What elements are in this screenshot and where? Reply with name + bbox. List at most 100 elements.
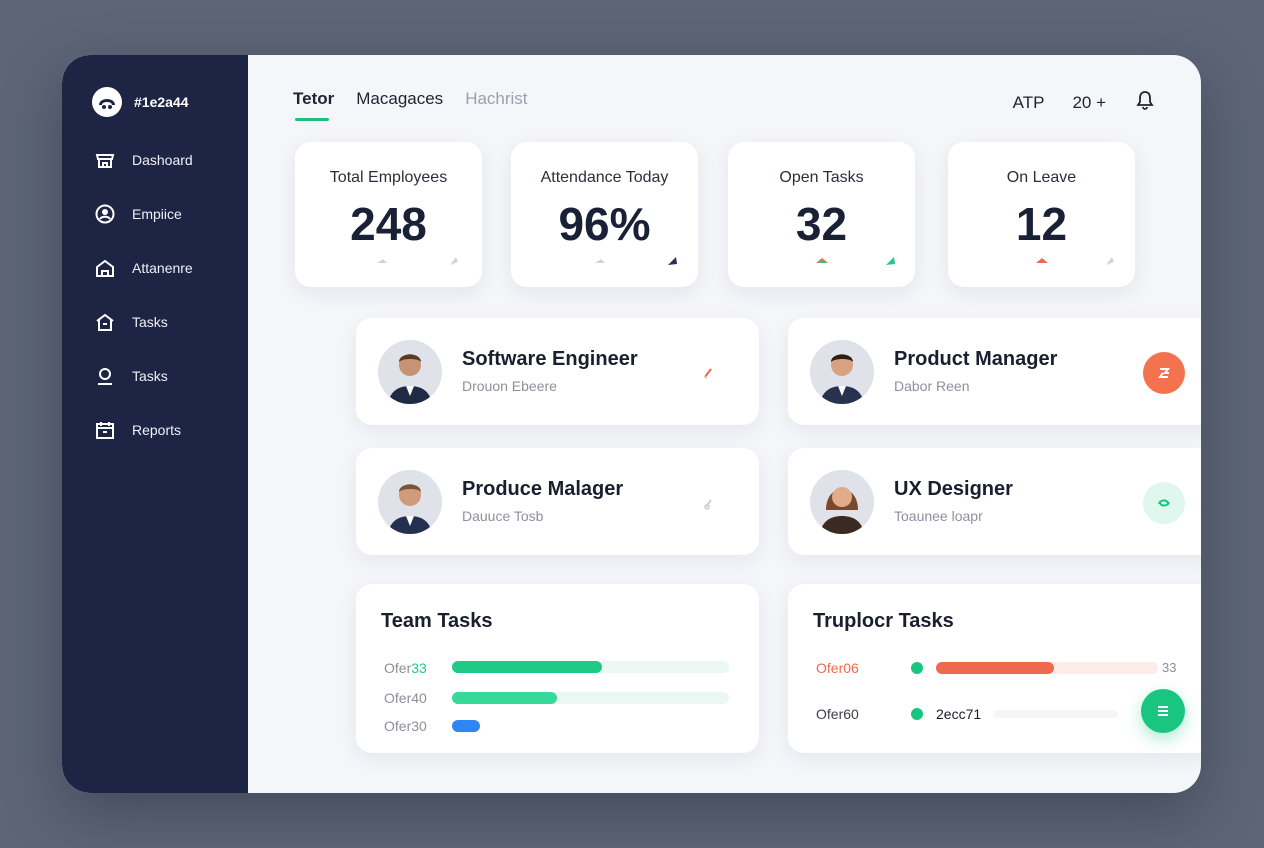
task-row: Ofer30 [384,718,427,734]
brand-name: #1e2a44 [134,94,189,110]
header-tabs: Tetor Macagaces Hachrist [293,89,528,121]
tab-macagaces[interactable]: Macagaces [356,89,444,108]
pin-icon [98,368,112,385]
progress-fill [452,661,602,673]
progress-fill [452,720,480,732]
task-row: Ofer06 [816,660,859,676]
brand-logo-icon [92,87,122,117]
role-title: Produce Malager [462,478,624,500]
sidebar-item-label: Tasks [132,314,168,330]
sidebar-item-label: Reports [132,422,182,438]
stat-card-attendance: Attendance Today 96% [511,142,698,287]
role-card-software-engineer[interactable]: Software Engineer Drouon Ebeere [356,318,759,425]
task-label: Ofer30 [384,718,427,734]
task-row: Ofer33 [384,660,427,676]
sidebar: #1e2a44 Dashoard Empiice Attanenre Tasks… [62,55,248,793]
sidebar-item-tasks[interactable]: Tasks [62,295,248,349]
role-subtitle: Toaunee loapr [894,508,983,524]
sidebar-item-employees[interactable]: Empiice [62,187,248,241]
stat-value: 12 [1015,198,1068,250]
progress-fill [936,662,1054,674]
role-subtitle: Dabor Reen [894,378,970,394]
calendar-icon [96,422,114,439]
stat-label: Attendance Today [540,169,669,186]
role-card-ux-designer[interactable]: UX Designer Toaunee loapr [788,448,1201,555]
sidebar-item-reports[interactable]: Reports [62,403,248,457]
sidebar-item-label: Empiice [132,206,182,222]
role-title: Software Engineer [462,348,638,370]
sidebar-item-attendance[interactable]: Attanenre [62,241,248,295]
sidebar-item-label: Tasks [132,368,168,384]
role-title: Product Manager [894,348,1058,370]
progress-fill [452,692,558,704]
trend-marks-icon [816,257,895,265]
edit-icon[interactable] [699,363,719,383]
status-dot [911,662,923,674]
brand[interactable]: #1e2a44 [92,87,189,117]
progress-track [452,720,729,732]
trend-marks-icon [377,257,458,265]
tab-tetor[interactable]: Tetor [293,89,334,121]
sidebar-item-label: Attanenre [132,260,193,276]
action-button[interactable] [1143,352,1185,394]
house-icon [96,259,114,277]
role-title: UX Designer [894,478,1013,500]
menu-icon [1158,706,1168,716]
task-value: 33 [411,660,427,676]
store-icon [95,154,115,168]
progress-track [993,710,1118,718]
progress-track [452,661,729,673]
sidebar-nav: Dashoard Empiice Attanenre Tasks Tasks R… [62,133,248,457]
action-button[interactable] [1143,482,1185,524]
stat-value: 248 [350,198,427,250]
tab-hachrist[interactable]: Hachrist [465,89,528,108]
tasks-title: Truplocr Tasks [813,610,954,632]
avatar [378,470,442,534]
avatar [378,340,442,404]
team-tasks-card: Team Tasks Ofer33 Ofer40 Ofer30 [356,584,759,753]
header-actions: ATP 20 + [1013,89,1156,116]
trend-marks-icon [595,257,677,265]
edit-icon[interactable] [699,493,719,513]
progress-track [452,692,729,704]
task-row: Ofer40 [384,690,427,706]
sidebar-item-dashboard[interactable]: Dashoard [62,133,248,187]
stat-value: 32 [795,198,848,250]
home-icon [96,313,114,331]
role-subtitle: Drouon Ebeere [462,378,557,394]
avatar [810,340,874,404]
role-subtitle: Dauuce Tosb [462,508,544,524]
stat-label: Open Tasks [779,169,864,186]
app-window: #1e2a44 Dashoard Empiice Attanenre Tasks… [62,55,1201,793]
task-row: Ofer60 [816,706,859,722]
main-content: Tetor Macagaces Hachrist ATP 20 + Total … [248,55,1201,793]
task-label: Ofer06 [816,660,859,676]
task-label: Ofer40 [384,690,427,706]
stat-card-total-employees: Total Employees 248 [295,142,482,287]
header-label-atp[interactable]: ATP [1012,92,1045,112]
status-dot [911,708,923,720]
menu-fab-button[interactable] [1141,689,1185,733]
sidebar-item-tasks-2[interactable]: Tasks [62,349,248,403]
trend-marks-icon [1036,257,1114,265]
task-value: 33 [1162,660,1177,675]
task-label: Ofer60 [816,706,859,722]
header-counter[interactable]: 20 + [1072,92,1106,112]
stat-value: 96% [558,198,651,250]
swap-icon [1158,368,1170,378]
bell-icon[interactable] [1134,89,1156,116]
stat-card-on-leave: On Leave 12 [948,142,1135,287]
avatar [810,470,874,534]
refresh-icon [1158,499,1170,507]
tasks-title: Team Tasks [381,610,493,632]
task-value: 2ecc71 [936,706,982,722]
stat-label: Total Employees [329,169,448,186]
role-card-produce-manager[interactable]: Produce Malager Dauuce Tosb [356,448,759,555]
role-card-product-manager[interactable]: Product Manager Dabor Reen [788,318,1201,425]
stat-card-open-tasks: Open Tasks 32 [728,142,915,287]
other-tasks-card: Truplocr Tasks Ofer06 33 Ofer60 2ecc71 [788,584,1201,753]
sidebar-item-label: Dashoard [132,152,193,168]
stat-label: On Leave [1006,169,1077,186]
progress-track [936,662,1158,674]
user-circle-icon [95,204,115,224]
